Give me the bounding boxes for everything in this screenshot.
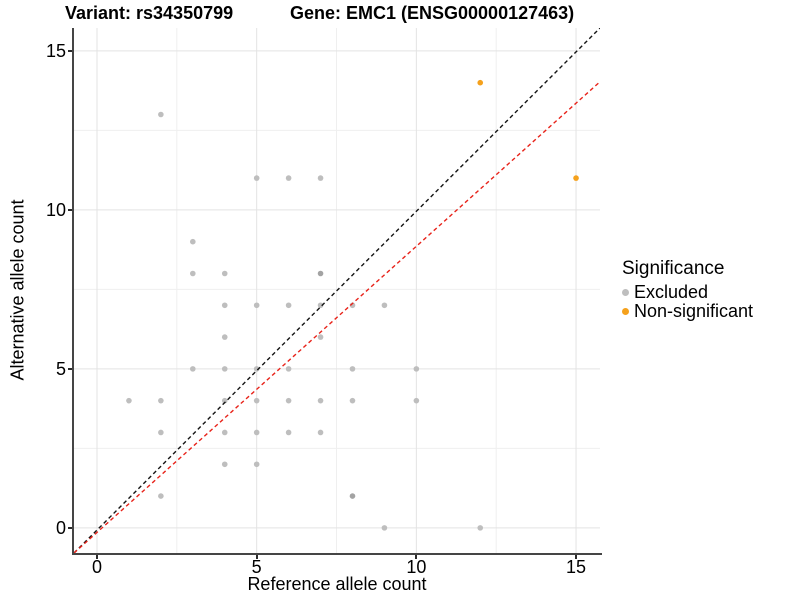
data-point <box>158 397 164 404</box>
data-point <box>190 366 196 372</box>
plot-panel <box>74 28 600 553</box>
y-axis-title: Alternative allele count <box>7 199 28 381</box>
x-axis-tick <box>255 555 258 559</box>
non-significant-dot-icon <box>622 308 629 315</box>
x-axis-tick <box>95 555 98 559</box>
fit-line <box>74 81 600 553</box>
y-axis-tick <box>68 367 72 370</box>
data-point <box>253 461 260 468</box>
data-point <box>317 429 324 436</box>
y-tick-label: 10 <box>45 199 66 220</box>
data-point <box>221 366 228 372</box>
legend-label-excluded: Excluded <box>634 282 709 302</box>
data-point <box>221 302 228 309</box>
identity-line <box>74 28 600 553</box>
y-axis-tick <box>68 208 72 211</box>
data-point <box>158 493 164 499</box>
y-axis-tick <box>68 526 72 529</box>
data-point <box>253 429 260 436</box>
y-tick-label: 5 <box>55 358 66 379</box>
data-point <box>158 429 164 436</box>
y-tick-label: 15 <box>45 40 66 61</box>
data-point <box>253 302 260 309</box>
x-axis-title: Reference allele count <box>247 574 427 594</box>
data-point <box>317 175 324 181</box>
data-point <box>317 270 324 277</box>
data-point <box>317 397 324 404</box>
data-point <box>349 397 356 404</box>
data-point <box>285 397 292 404</box>
x-axis-tick <box>415 555 418 559</box>
data-point <box>381 302 388 309</box>
legend-item-non-significant: Non-significant <box>622 302 753 321</box>
x-tick-label: 15 <box>566 557 587 577</box>
data-point <box>413 366 420 372</box>
data-point <box>285 366 292 372</box>
x-tick-label: 0 <box>91 557 102 577</box>
data-point <box>221 334 228 340</box>
data-point <box>221 429 228 436</box>
data-point <box>317 334 324 340</box>
legend-title: Significance <box>622 258 725 279</box>
legend: Significance Excluded Non-significant <box>622 258 753 321</box>
data-point <box>253 175 260 181</box>
data-point <box>221 270 228 277</box>
data-point <box>349 366 356 372</box>
data-point <box>190 270 196 277</box>
legend-item-excluded: Excluded <box>622 283 753 302</box>
data-point <box>285 175 292 181</box>
data-point <box>190 238 196 245</box>
data-point <box>477 525 484 531</box>
data-point <box>573 175 579 181</box>
plot-title-variant: Variant: rs34350799 <box>65 3 234 23</box>
data-point <box>285 302 292 309</box>
data-point <box>349 493 356 499</box>
x-axis-line <box>72 553 602 555</box>
x-tick-label: 5 <box>251 557 262 577</box>
data-point <box>253 366 260 372</box>
plot-title-gene: Gene: EMC1 (ENSG00000127463) <box>290 3 575 23</box>
data-point <box>253 397 260 404</box>
data-point <box>221 397 228 404</box>
legend-label-non-significant: Non-significant <box>634 301 754 321</box>
data-point <box>477 79 484 86</box>
y-axis-tick <box>68 49 72 52</box>
data-point <box>126 397 132 404</box>
data-point <box>413 397 420 404</box>
data-point <box>381 525 388 531</box>
excluded-dot-icon <box>622 289 629 296</box>
y-tick-label: 0 <box>55 517 66 538</box>
x-axis-tick <box>575 555 578 559</box>
y-axis-line <box>72 28 74 555</box>
data-point <box>158 111 164 118</box>
x-tick-label: 10 <box>406 557 427 577</box>
data-point <box>285 429 292 436</box>
data-point <box>221 461 228 468</box>
data-point <box>317 302 324 309</box>
